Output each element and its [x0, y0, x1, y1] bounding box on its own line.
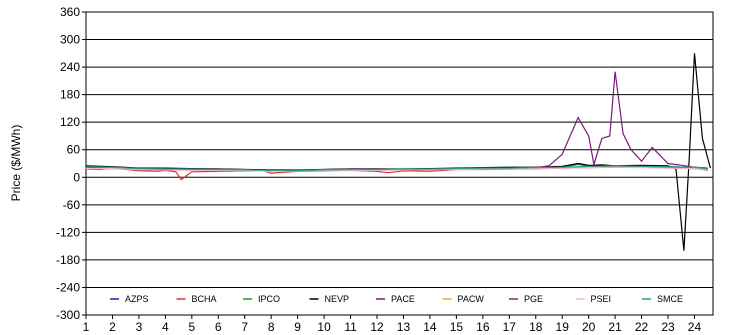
x-tick-label: 22	[635, 320, 649, 334]
y-tick-label: -180	[56, 253, 80, 267]
x-tick-label: 16	[476, 320, 490, 334]
legend-label-nevp: NEVP	[325, 294, 350, 304]
x-tick-label: 1	[83, 320, 90, 334]
x-tick-label: 19	[556, 320, 570, 334]
legend-label-bcha: BCHA	[192, 294, 217, 304]
legend-label-pace: PACE	[391, 294, 415, 304]
y-tick-label: 180	[60, 88, 80, 102]
series-lines	[85, 53, 711, 251]
y-tick-label: -300	[56, 308, 80, 322]
y-axis-ticks: 360 300 240 180 120 60 0 -60 -120 -180 -240 -300	[56, 5, 86, 322]
legend: AZPS BCHA IPCO NEVP PACE PACW PGE PSEI SMCE	[103, 289, 706, 308]
series-line-psei	[86, 166, 708, 172]
y-tick-label: -60	[63, 198, 81, 212]
legend-label-ipco: IPCO	[258, 294, 280, 304]
y-tick-label: 60	[67, 143, 81, 157]
y-tick-label: 0	[73, 170, 80, 184]
x-tick-label: 8	[268, 320, 275, 334]
y-tick-label: 120	[60, 115, 80, 129]
x-tick-label: 15	[450, 320, 464, 334]
x-tick-label: 6	[215, 320, 222, 334]
x-tick-label: 18	[529, 320, 543, 334]
y-tick-label: 240	[60, 60, 80, 74]
x-tick-label: 11	[344, 320, 357, 334]
legend-label-smce: SMCE	[657, 294, 683, 304]
x-tick-label: 23	[661, 320, 675, 334]
x-axis-ticks: 1 2 3 4 5 6 7 8 9 10 11 12 13 14 15 16 17 18 19 20 21 22 23 24	[83, 315, 702, 334]
y-axis-label: Price ($/MWh)	[9, 125, 23, 202]
x-tick-label: 24	[688, 320, 702, 334]
x-tick-label: 7	[241, 320, 248, 334]
legend-box	[103, 289, 706, 308]
x-tick-label: 14	[423, 320, 437, 334]
y-tick-label: -240	[56, 280, 80, 294]
x-tick-label: 21	[608, 320, 622, 334]
x-tick-label: 13	[397, 320, 411, 334]
y-tick-label: 300	[60, 33, 80, 47]
x-tick-label: 10	[317, 320, 331, 334]
x-tick-label: 3	[136, 320, 143, 334]
legend-label-pge: PGE	[524, 294, 543, 304]
gridlines	[86, 11, 713, 316]
y-tick-label: 360	[60, 5, 80, 19]
plot-area	[85, 11, 714, 316]
x-tick-label: 20	[582, 320, 596, 334]
x-tick-label: 5	[188, 320, 195, 334]
x-tick-label: 4	[162, 320, 169, 334]
x-tick-label: 12	[370, 320, 384, 334]
x-tick-label: 2	[109, 320, 116, 334]
y-tick-label: -120	[56, 225, 80, 239]
series-line-smce	[85, 165, 708, 171]
legend-label-pacw: PACW	[458, 294, 485, 304]
x-tick-label: 9	[294, 320, 301, 334]
x-tick-label: 17	[503, 320, 517, 334]
legend-label-azps: AZPS	[125, 294, 149, 304]
legend-label-psei: PSEI	[591, 294, 612, 304]
